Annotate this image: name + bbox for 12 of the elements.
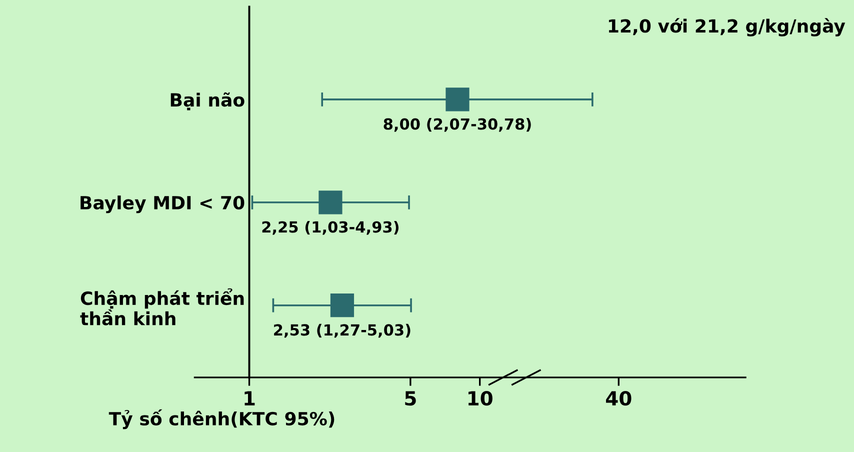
x-axis-title: Tỷ số chênh(KTC 95%) [108, 409, 334, 430]
text: 12,0 với 21,2 g/kg/ngày [608, 18, 846, 36]
x-tick-label: 40 [606, 390, 632, 406]
data-label: 2,53 (1,27-5,03) [274, 324, 410, 338]
y-tick-label: Bayley MDI < 70 [80, 196, 244, 214]
data-label: 8,00 (2,07-30,78) [384, 118, 531, 132]
x-tick-label: 5 [405, 391, 416, 406]
x-tick-label: 10 [468, 390, 492, 406]
y-tick-label: Chậm phát triển thần kinh [80, 288, 244, 326]
data-label: 2,25 (1,03-4,93) [262, 220, 399, 235]
x-tick-label: 1 [244, 391, 255, 406]
y-tick-label: Bại não [170, 92, 244, 110]
